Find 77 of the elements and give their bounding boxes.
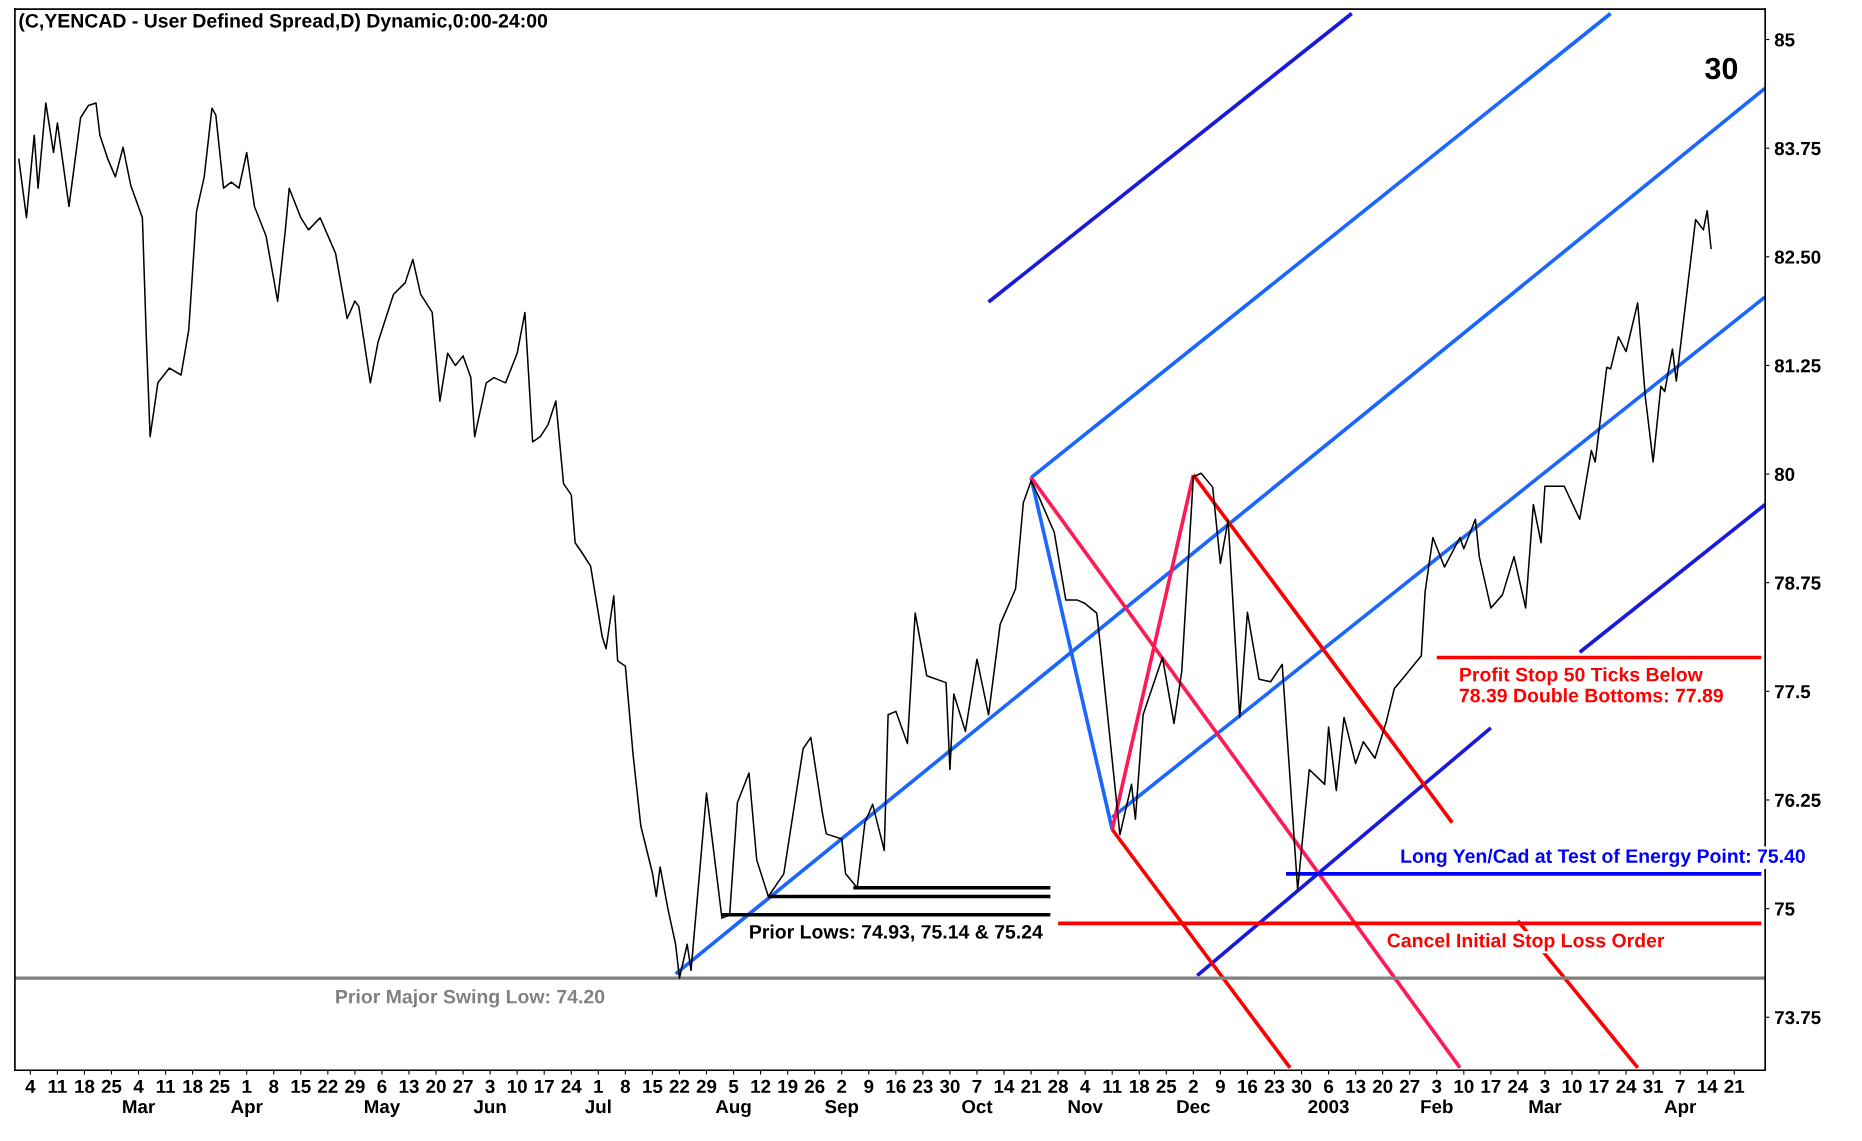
annotation: 30 — [1705, 57, 1738, 80]
x-tick-label: 11 — [156, 1079, 175, 1093]
x-tick-label: 16 — [886, 1079, 906, 1094]
y-tick-label: 78.75 — [1775, 576, 1821, 590]
y-tick-label: 76.25 — [1775, 793, 1821, 807]
x-tick-label: 29 — [345, 1079, 365, 1094]
x-tick-label: 7 Oct — [962, 1079, 993, 1114]
x-tick-label: 24 — [1616, 1079, 1637, 1093]
x-tick-label: 17 — [1589, 1079, 1609, 1093]
x-tick-label: 15 — [643, 1079, 663, 1094]
x-tick-label: 12 — [751, 1079, 771, 1093]
x-tick-label: 1 Jul — [585, 1079, 611, 1114]
x-tick-label: 27 — [1399, 1079, 1420, 1093]
x-tick-label: 3 Feb — [1421, 1079, 1453, 1114]
x-tick-label: 13 — [1346, 1079, 1366, 1094]
annotation: Long Yen/Cad at Test of Energy Point: 75.40 — [1401, 848, 1805, 867]
x-tick-label: 24 — [1508, 1079, 1529, 1093]
x-tick-label: 4 Mar — [123, 1079, 155, 1114]
x-tick-label: 14 — [994, 1079, 1015, 1093]
y-tick-label: 75 — [1775, 902, 1795, 916]
x-tick-label: 10 — [1454, 1079, 1474, 1094]
x-tick-label: 23 — [1264, 1079, 1285, 1094]
x-tick-label: 25 — [209, 1079, 230, 1094]
x-tick-label: 16 — [1238, 1079, 1258, 1094]
x-tick-label: 21 — [1724, 1079, 1745, 1093]
annotation: Prior Lows: 74.93, 75.14 & 75.24 — [750, 924, 1043, 942]
y-tick-label: 73.75 — [1775, 1010, 1821, 1025]
x-tick-label: 3 Mar — [1529, 1079, 1562, 1114]
x-tick-label: 3 Jun — [473, 1079, 506, 1114]
x-tick-label: 27 — [453, 1079, 473, 1093]
x-tick-label: 22 — [318, 1079, 338, 1093]
x-tick-label: 22 — [669, 1079, 690, 1093]
x-tick-label: 24 — [561, 1079, 582, 1093]
x-tick-label: 2 Dec — [1177, 1079, 1210, 1114]
x-tick-label: 17 — [534, 1079, 554, 1093]
y-tick-label: 85 — [1774, 33, 1795, 47]
x-tick-label: 18 — [75, 1079, 95, 1094]
x-tick-label: 20 — [426, 1079, 446, 1094]
x-tick-label: 10 — [507, 1079, 527, 1094]
x-tick-label: 31 — [1643, 1079, 1664, 1094]
x-tick-label: 9 — [864, 1079, 874, 1094]
x-tick-label: 2 Sep — [825, 1079, 859, 1117]
x-tick-label: 15 — [291, 1079, 311, 1094]
x-tick-label: 28 — [1048, 1079, 1068, 1094]
x-tick-label: 7 Apr — [1664, 1079, 1697, 1117]
x-tick-label: 20 — [1372, 1079, 1393, 1094]
x-tick-label: 9 — [1215, 1079, 1225, 1094]
x-tick-label: 25 — [1156, 1079, 1177, 1094]
ref-line-label: Prior Major Swing Low: 74.20 — [336, 989, 605, 1008]
y-tick-label: 83.75 — [1774, 141, 1821, 156]
x-tick-label: 23 — [913, 1079, 933, 1094]
x-tick-label: 18 — [1130, 1079, 1150, 1094]
x-tick-label: 4 Nov — [1068, 1079, 1103, 1114]
x-tick-label: 1 Apr — [231, 1079, 263, 1117]
x-tick-label: 21 — [1021, 1079, 1041, 1093]
x-tick-label: 29 — [696, 1079, 717, 1094]
y-tick-label: 81.25 — [1774, 359, 1821, 373]
x-tick-label: 10 — [1562, 1079, 1582, 1094]
annotation: Cancel Initial Stop Loss Order — [1387, 933, 1665, 952]
x-tick-label: 8 — [620, 1079, 631, 1094]
x-tick-label: 11 — [48, 1079, 67, 1093]
x-tick-label: 25 — [101, 1079, 122, 1094]
x-tick-label: 8 — [269, 1079, 279, 1094]
chart-title: (C,YENCAD - User Defined Spread,D) Dynamic,0:00-24:00 — [19, 13, 548, 32]
x-tick-label: 19 — [778, 1079, 798, 1094]
annotation: Profit Stop 50 Ticks Below 78.39 Double Bottoms: 77.89 — [1459, 667, 1723, 703]
x-tick-label: 18 — [183, 1079, 203, 1094]
x-tick-label: 26 — [804, 1079, 825, 1094]
x-tick-label: 11 — [1103, 1079, 1122, 1093]
x-tick-label: 17 — [1481, 1079, 1501, 1093]
x-tick-label: 30 — [939, 1079, 960, 1094]
x-tick-label: 14 — [1697, 1079, 1718, 1093]
y-tick-label: 82.50 — [1774, 250, 1821, 264]
x-tick-label: 13 — [399, 1079, 419, 1094]
y-tick-label: 80 — [1774, 467, 1795, 482]
x-tick-label: 4 — [25, 1079, 36, 1093]
y-tick-label: 77.5 — [1775, 685, 1811, 699]
